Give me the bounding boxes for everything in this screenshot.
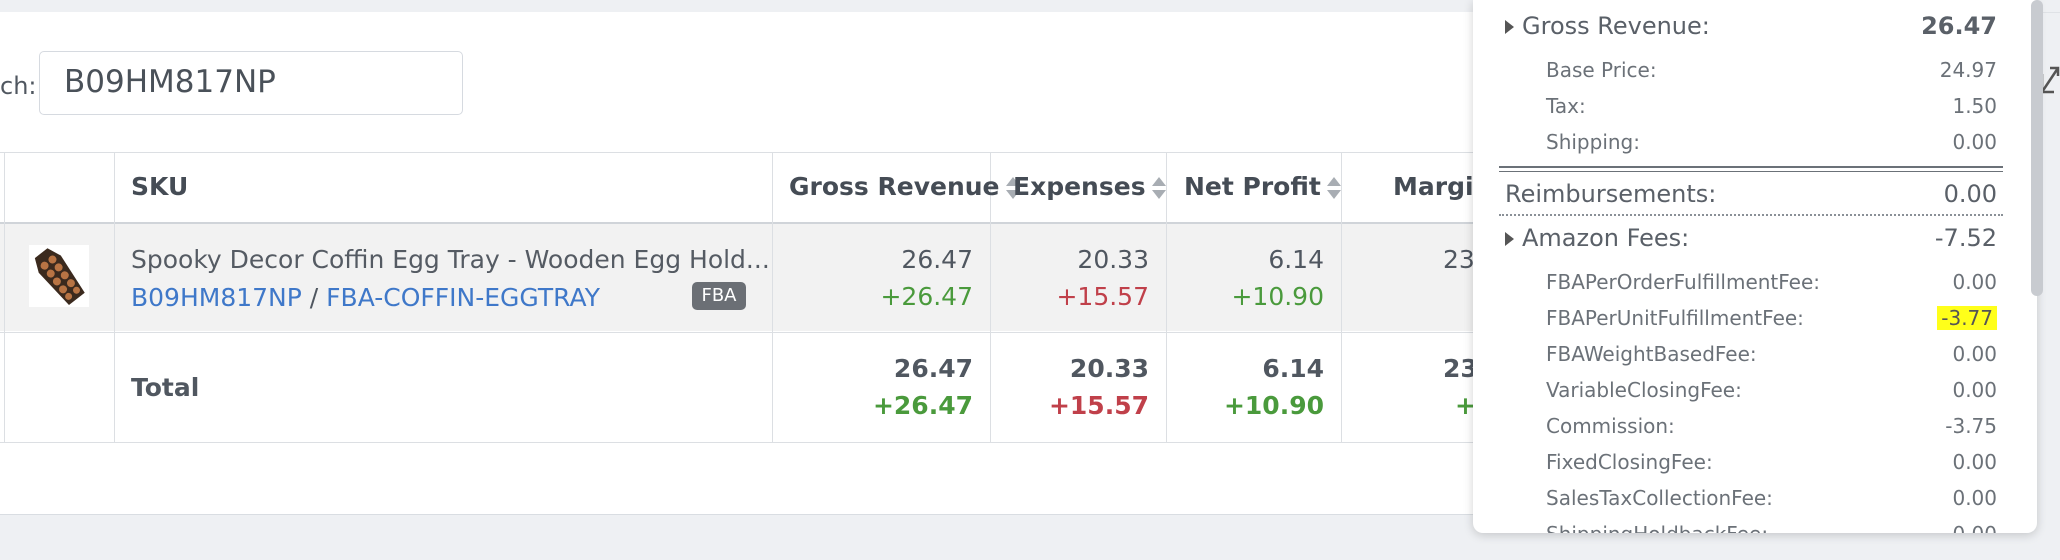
search-label: ch: <box>0 72 37 100</box>
external-link-icon[interactable] <box>2040 64 2060 94</box>
fee-row: FixedClosingFee: 0.00 <box>1473 450 2037 486</box>
fee-label: FBAPerOrderFulfillmentFee: <box>1546 270 1821 294</box>
fee-amount: 0.00 <box>1952 522 1997 533</box>
sort-icon[interactable] <box>1005 177 1020 199</box>
reimbursements-amount: 0.00 <box>1943 180 1997 208</box>
fee-amount: 0.00 <box>1952 486 1997 510</box>
fee-row: SalesTaxCollectionFee: 0.00 <box>1473 486 2037 522</box>
divider <box>0 332 1860 333</box>
fee-row: Commission: -3.75 <box>1473 414 2037 450</box>
shipping-label: Shipping: <box>1546 130 1640 154</box>
fee-row: FBAPerOrderFulfillmentFee: 0.00 <box>1473 270 2037 306</box>
divider <box>4 152 5 442</box>
product-thumbnail[interactable] <box>29 245 89 307</box>
gross-revenue-delta: +26.47 <box>880 282 973 311</box>
fee-label: VariableClosingFee: <box>1546 378 1742 402</box>
shipping-row: Shipping: 0.00 <box>1473 130 2037 166</box>
divider <box>0 222 1860 224</box>
fee-label: FBAPerUnitFulfillmentFee: <box>1546 306 1804 330</box>
fee-amount: 0.00 <box>1952 378 1997 402</box>
total-net-profit: 6.14 <box>1262 354 1324 383</box>
expenses-delta: +15.57 <box>1056 282 1149 311</box>
sku-link[interactable]: FBA-COFFIN-EGGTRAY <box>326 283 600 312</box>
fee-amount: -3.75 <box>1945 414 1997 438</box>
total-margin-delta: + <box>1455 391 1476 420</box>
product-title[interactable]: Spooky Decor Coffin Egg Tray - Wooden Eg… <box>131 245 770 274</box>
fee-row: ShippingHoldbackFee: 0.00 <box>1473 522 2037 533</box>
fba-badge: FBA <box>692 282 746 310</box>
divider <box>1499 214 2003 216</box>
sku-separator: / <box>309 283 319 312</box>
total-margin: 23 <box>1443 354 1478 383</box>
column-header-net-profit[interactable]: Net Profit <box>1184 152 1341 222</box>
divider <box>990 152 991 442</box>
total-label: Total <box>131 373 200 402</box>
total-expenses: 20.33 <box>1069 354 1149 383</box>
fee-amount-highlighted: -3.77 <box>1937 306 1997 330</box>
divider <box>1499 171 2003 172</box>
net-profit-delta: +10.90 <box>1231 282 1324 311</box>
gross-revenue-amount: 26.47 <box>1921 12 1997 40</box>
revenue-breakdown-popover: Gross Revenue: 26.47 Base Price: 24.97 T… <box>1473 0 2037 533</box>
total-net-profit-delta: +10.90 <box>1223 391 1324 420</box>
fee-amount: 0.00 <box>1952 450 1997 474</box>
expand-triangle-icon[interactable] <box>1505 232 1514 246</box>
column-header-sku[interactable]: SKU <box>131 172 189 201</box>
amazon-fees-row[interactable]: Amazon Fees: -7.52 <box>1473 222 2037 258</box>
divider <box>114 152 115 442</box>
divider <box>1166 152 1167 442</box>
divider <box>0 442 1860 443</box>
total-gross-revenue-delta: +26.47 <box>872 391 973 420</box>
sku-line: B09HM817NP / FBA-COFFIN-EGGTRAY <box>131 283 600 312</box>
base-price-row: Base Price: 24.97 <box>1473 58 2037 94</box>
sort-icon[interactable] <box>1326 177 1341 199</box>
column-header-expenses[interactable]: Expenses <box>1013 152 1166 222</box>
popover-scrollbar[interactable] <box>2031 0 2043 296</box>
base-price-label: Base Price: <box>1546 58 1657 82</box>
amazon-fees-label: Amazon Fees: <box>1522 224 1690 252</box>
fee-label: ShippingHoldbackFee: <box>1546 522 1768 533</box>
divider <box>772 152 773 442</box>
search-input[interactable]: B09HM817NP <box>39 51 463 115</box>
expenses-value: 20.33 <box>1077 245 1149 274</box>
tax-row: Tax: 1.50 <box>1473 94 2037 130</box>
reimbursements-label: Reimbursements: <box>1505 180 1717 208</box>
shipping-amount: 0.00 <box>1952 130 1997 154</box>
tax-amount: 1.50 <box>1952 94 1997 118</box>
margin-value: 23 <box>1443 245 1475 274</box>
fee-row: FBAPerUnitFulfillmentFee: -3.77 <box>1473 306 2037 342</box>
asin-link[interactable]: B09HM817NP <box>131 283 302 312</box>
column-header-gross-revenue[interactable]: Gross Revenue <box>789 152 1020 222</box>
fee-amount: 0.00 <box>1952 270 1997 294</box>
net-profit-value: 6.14 <box>1268 245 1324 274</box>
sort-icon[interactable] <box>1151 177 1166 199</box>
fee-label: FixedClosingFee: <box>1546 450 1713 474</box>
divider <box>0 152 1860 153</box>
amazon-fees-amount: -7.52 <box>1934 224 1997 252</box>
divider <box>1341 152 1342 442</box>
total-gross-revenue: 26.47 <box>893 354 973 383</box>
fee-label: FBAWeightBasedFee: <box>1546 342 1757 366</box>
divider <box>1499 166 2003 168</box>
reimbursements-row: Reimbursements: 0.00 <box>1473 178 2037 214</box>
expand-triangle-icon[interactable] <box>1505 20 1514 34</box>
gross-revenue-value: 26.47 <box>901 245 973 274</box>
base-price-amount: 24.97 <box>1939 58 1997 82</box>
gross-revenue-label: Gross Revenue: <box>1522 12 1710 40</box>
tax-label: Tax: <box>1546 94 1586 118</box>
fee-amount: 0.00 <box>1952 342 1997 366</box>
fee-label: SalesTaxCollectionFee: <box>1546 486 1773 510</box>
fee-row: VariableClosingFee: 0.00 <box>1473 378 2037 414</box>
total-expenses-delta: +15.57 <box>1048 391 1149 420</box>
fee-label: Commission: <box>1546 414 1675 438</box>
fee-row: FBAWeightBasedFee: 0.00 <box>1473 342 2037 378</box>
gross-revenue-row[interactable]: Gross Revenue: 26.47 <box>1473 10 2037 46</box>
